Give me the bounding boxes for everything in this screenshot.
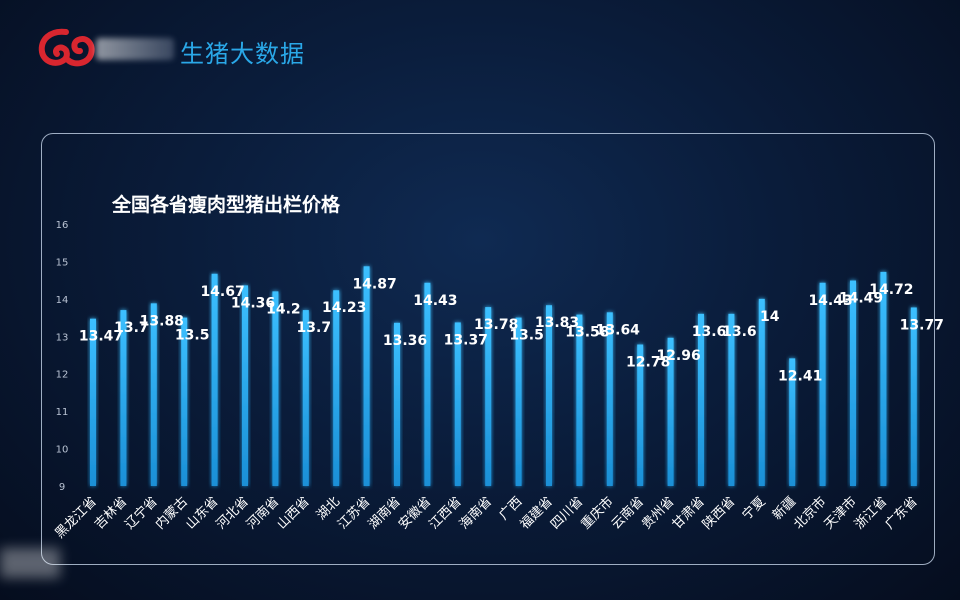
bar	[850, 280, 856, 486]
bar	[728, 313, 735, 486]
bar	[211, 273, 218, 486]
data-label: 14.36	[231, 295, 275, 311]
bar	[698, 313, 704, 486]
data-label: 13.7	[114, 320, 149, 336]
x-tick-label: 黑龙江省	[52, 494, 99, 541]
x-tick-label: 北京市	[791, 494, 830, 533]
data-label: 14.43	[808, 293, 852, 309]
data-label: 13.36	[383, 333, 427, 349]
data-label: 14.23	[322, 300, 366, 316]
x-tick-label: 江苏省	[335, 494, 374, 533]
y-tick-label: 9	[59, 482, 65, 493]
data-label: 13.7	[297, 320, 332, 336]
data-label: 13.88	[140, 313, 184, 329]
data-label: 13.5	[509, 328, 544, 344]
data-label: 13.77	[900, 317, 944, 333]
bar	[667, 337, 674, 486]
data-label: 13.5	[175, 328, 210, 344]
data-label: 14.49	[839, 291, 883, 307]
x-tick-label: 重庆市	[578, 494, 617, 533]
data-label: 13.6	[722, 324, 757, 340]
y-tick-label: 10	[56, 445, 69, 456]
bar	[454, 322, 461, 486]
bar	[181, 317, 188, 486]
x-tick-label: 山东省	[183, 494, 221, 532]
x-tick-label: 安徽省	[396, 494, 434, 532]
x-tick-label: 河北省	[214, 494, 252, 532]
x-tick-label: 四川省	[548, 494, 586, 532]
y-tick-label: 13	[56, 332, 69, 343]
chart-frame	[41, 133, 935, 565]
x-tick-label: 甘肃省	[670, 494, 708, 532]
x-tick-label: 宁夏	[739, 494, 769, 524]
bar	[242, 285, 248, 486]
bar	[819, 282, 826, 486]
chart-title: 全国各省瘦肉型猪出栏价格	[112, 194, 341, 216]
bar	[910, 307, 917, 486]
y-tick-label: 14	[56, 295, 69, 306]
bar	[150, 303, 157, 486]
x-tick-label: 陕西省	[700, 494, 738, 532]
bar	[485, 307, 492, 486]
x-tick-label: 吉林省	[92, 494, 130, 532]
y-tick-label: 15	[56, 257, 69, 268]
data-label: 14.67	[200, 284, 244, 300]
data-label: 13.58	[565, 325, 609, 341]
data-label: 13.37	[444, 332, 488, 348]
x-tick-label: 辽宁省	[122, 494, 161, 533]
data-label: 13.6	[692, 324, 727, 340]
logo-text-blur	[96, 38, 174, 60]
y-tick-label: 11	[56, 407, 69, 418]
data-label: 14.72	[869, 282, 913, 298]
x-tick-label: 山西省	[274, 494, 312, 532]
data-label: 12.78	[626, 355, 670, 371]
bar	[606, 312, 613, 486]
bar	[333, 290, 340, 486]
x-tick-label: 福建省	[518, 494, 556, 532]
y-tick-label: 12	[56, 370, 69, 381]
bar	[394, 322, 400, 486]
data-label: 13.78	[474, 317, 518, 333]
x-tick-label: 海南省	[456, 494, 495, 533]
bar	[546, 305, 552, 486]
x-tick-label: 河南省	[243, 494, 282, 533]
x-tick-label: 江西省	[426, 494, 464, 532]
bar	[880, 271, 887, 486]
bar	[120, 310, 127, 486]
data-label: 13.64	[596, 322, 641, 338]
bar	[90, 318, 96, 486]
x-tick-label: 贵州省	[639, 494, 677, 532]
bar	[272, 291, 279, 486]
x-tick-label: 内蒙古	[152, 494, 191, 533]
y-tick-label: 16	[56, 220, 69, 231]
brand-logo-icon	[38, 28, 95, 67]
data-label: 13.83	[535, 315, 579, 331]
bar	[576, 314, 583, 486]
bar	[363, 266, 370, 486]
page-title: 生猪大数据	[180, 40, 305, 68]
bar	[302, 310, 309, 486]
data-label: 14	[760, 309, 780, 325]
bar	[758, 298, 765, 486]
x-tick-label: 浙江省	[852, 494, 890, 532]
bar	[789, 358, 796, 486]
data-label: 14.43	[413, 293, 457, 309]
data-label: 14.2	[266, 301, 301, 317]
bar	[424, 282, 431, 486]
x-tick-label: 天津市	[821, 494, 860, 533]
bar	[515, 317, 522, 486]
x-tick-label: 广东省	[882, 494, 920, 532]
data-label: 14.87	[352, 276, 396, 292]
data-label: 12.41	[778, 368, 822, 384]
x-tick-label: 湖南省	[365, 494, 404, 533]
bar	[637, 344, 644, 486]
data-label: 13.47	[79, 329, 123, 345]
x-tick-label: 云南省	[608, 494, 647, 533]
corner-blur	[0, 548, 60, 578]
data-label: 12.96	[656, 348, 700, 364]
